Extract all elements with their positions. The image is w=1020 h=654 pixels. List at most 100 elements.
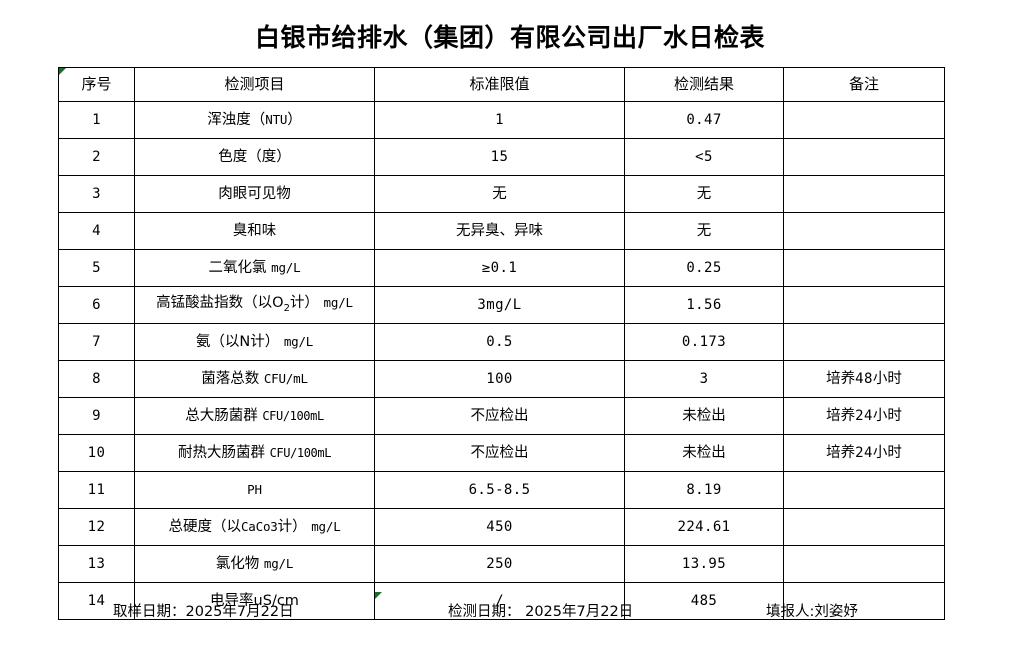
- filer-label: 填报人:刘姿妤: [766, 604, 858, 620]
- cell-standard-limit: 3mg/L: [374, 286, 625, 324]
- cell-test-item: PH: [134, 471, 375, 509]
- table-row: 7 氨（以N计） mg/L 0.5 0.173: [58, 323, 945, 361]
- cell-remark: [783, 101, 945, 139]
- page-title: 白银市给排水（集团）有限公司出厂水日检表: [254, 23, 765, 52]
- column-header-note: 备注: [783, 67, 945, 102]
- cell-marker-triangle-bottomleft: [375, 592, 382, 599]
- cell-test-result: 8.19: [624, 471, 784, 509]
- column-header-no: 序号: [58, 67, 135, 102]
- cell-standard-limit: ≥0.1: [374, 249, 625, 287]
- cell-index: 9: [58, 397, 135, 435]
- cell-standard-limit: 无: [374, 175, 625, 213]
- table-row: 8 菌落总数 CFU/mL 100 3 培养48小时: [58, 360, 945, 398]
- cell-test-item: 总硬度（以CaCo3计） mg/L: [134, 508, 375, 546]
- cell-index: 7: [58, 323, 135, 361]
- cell-test-result: 0.47: [624, 101, 784, 139]
- cell-test-item: 氯化物 mg/L: [134, 545, 375, 583]
- table-row: 10 耐热大肠菌群 CFU/100mL 不应检出 未检出 培养24小时: [58, 434, 945, 472]
- column-header-result: 检测结果: [624, 67, 784, 102]
- cell-standard-limit: 不应检出: [374, 397, 625, 435]
- cell-remark: [783, 138, 945, 176]
- cell-remark: [783, 323, 945, 361]
- cell-standard-limit: 不应检出: [374, 434, 625, 472]
- cell-test-item: 耐热大肠菌群 CFU/100mL: [134, 434, 375, 472]
- cell-test-item: 肉眼可见物: [134, 175, 375, 213]
- table-row: 3 肉眼可见物无无: [58, 175, 945, 213]
- cell-test-item: 浑浊度（NTU）: [134, 101, 375, 139]
- cell-index: 14: [58, 582, 135, 620]
- cell-standard-limit: 1: [374, 101, 625, 139]
- cell-index: 3: [58, 175, 135, 213]
- report-table-container: 序号 检测项目 标准限值 检测结果 备注 1 浑浊度（NTU） 1 0.47 2 色度（度） 15 <5…: [58, 67, 945, 620]
- cell-test-result: 未检出: [624, 397, 784, 435]
- cell-test-item: 臭和味: [134, 212, 375, 250]
- cell-remark: [783, 508, 945, 546]
- cell-remark: [783, 212, 945, 250]
- cell-index: 12: [58, 508, 135, 546]
- table-row: 6 高锰酸盐指数（以O2计） mg/L 3mg/L 1.56: [58, 286, 945, 324]
- table-row: 12 总硬度（以CaCo3计） mg/L 450 224.61: [58, 508, 945, 546]
- cell-index: 8: [58, 360, 135, 398]
- table-row: 2 色度（度） 15 <5: [58, 138, 945, 176]
- cell-test-item: 菌落总数 CFU/mL: [134, 360, 375, 398]
- cell-remark: 培养24小时: [783, 434, 945, 472]
- table-row: 11 PH 6.5-8.5 8.19: [58, 471, 945, 509]
- cell-remark: [783, 545, 945, 583]
- cell-test-result: 无: [624, 212, 784, 250]
- cell-test-item: 高锰酸盐指数（以O2计） mg/L: [134, 286, 375, 324]
- cell-test-result: 未检出: [624, 434, 784, 472]
- cell-standard-limit: 6.5-8.5: [374, 471, 625, 509]
- cell-standard-limit: 100: [374, 360, 625, 398]
- table-row: 13 氯化物 mg/L 250 13.95: [58, 545, 945, 583]
- cell-test-result: 1.56: [624, 286, 784, 324]
- cell-index: 10: [58, 434, 135, 472]
- table-row: 9 总大肠菌群 CFU/100mL 不应检出 未检出 培养24小时: [58, 397, 945, 435]
- cell-test-result: <5: [624, 138, 784, 176]
- cell-test-item: 总大肠菌群 CFU/100mL: [134, 397, 375, 435]
- cell-test-item: 氨（以N计） mg/L: [134, 323, 375, 361]
- cell-standard-limit: 无异臭、异味: [374, 212, 625, 250]
- cell-remark: [783, 471, 945, 509]
- cell-remark: [783, 582, 945, 620]
- cell-index: 6: [58, 286, 135, 324]
- column-header-item: 检测项目: [134, 67, 375, 102]
- cell-test-result: 3: [624, 360, 784, 398]
- sample-date-label: 取样日期：2025年7月22日: [113, 604, 294, 620]
- cell-remark: 培养24小时: [783, 397, 945, 435]
- cell-test-result: 无: [624, 175, 784, 213]
- water-quality-table: 序号 检测项目 标准限值 检测结果 备注 1 浑浊度（NTU） 1 0.47 2 色度（度） 15 <5…: [58, 67, 945, 620]
- footer: 取样日期：2025年7月22日 检测日期： 2025年7月22日 填报人:刘姿妤: [58, 600, 944, 628]
- cell-test-item: 电导率uS/cm: [134, 582, 375, 620]
- cell-index: 1: [58, 101, 135, 139]
- cell-test-result: 0.173: [624, 323, 784, 361]
- cell-index: 13: [58, 545, 135, 583]
- cell-index: 2: [58, 138, 135, 176]
- table-row: 1 浑浊度（NTU） 1 0.47: [58, 101, 945, 139]
- cell-remark: [783, 175, 945, 213]
- table-header-row: 序号 检测项目 标准限值 检测结果 备注: [58, 67, 945, 102]
- cell-marker-triangle-topleft: [59, 68, 66, 75]
- cell-test-result: 224.61: [624, 508, 784, 546]
- cell-remark: 培养48小时: [783, 360, 945, 398]
- cell-standard-limit: 0.5: [374, 323, 625, 361]
- test-date-label: 检测日期： 2025年7月22日: [448, 604, 634, 620]
- cell-remark: [783, 249, 945, 287]
- table-row: 14 电导率uS/cm/485: [58, 582, 945, 620]
- cell-test-item: 二氧化氯 mg/L: [134, 249, 375, 287]
- cell-standard-limit: 450: [374, 508, 625, 546]
- table-row: 4 臭和味 无异臭、异味无: [58, 212, 945, 250]
- cell-remark: [783, 286, 945, 324]
- cell-standard-limit: 250: [374, 545, 625, 583]
- cell-test-result: 0.25: [624, 249, 784, 287]
- table-body: 序号 检测项目 标准限值 检测结果 备注 1 浑浊度（NTU） 1 0.47 2 色度（度） 15 <5…: [58, 67, 945, 620]
- cell-standard-limit: 15: [374, 138, 625, 176]
- cell-index: 5: [58, 249, 135, 287]
- column-header-std: 标准限值: [374, 67, 625, 102]
- cell-test-result: 485: [624, 582, 784, 620]
- table-row: 5 二氧化氯 mg/L ≥0.1 0.25: [58, 249, 945, 287]
- cell-test-result: 13.95: [624, 545, 784, 583]
- cell-index: 4: [58, 212, 135, 250]
- cell-index: 11: [58, 471, 135, 509]
- cell-test-item: 色度（度）: [134, 138, 375, 176]
